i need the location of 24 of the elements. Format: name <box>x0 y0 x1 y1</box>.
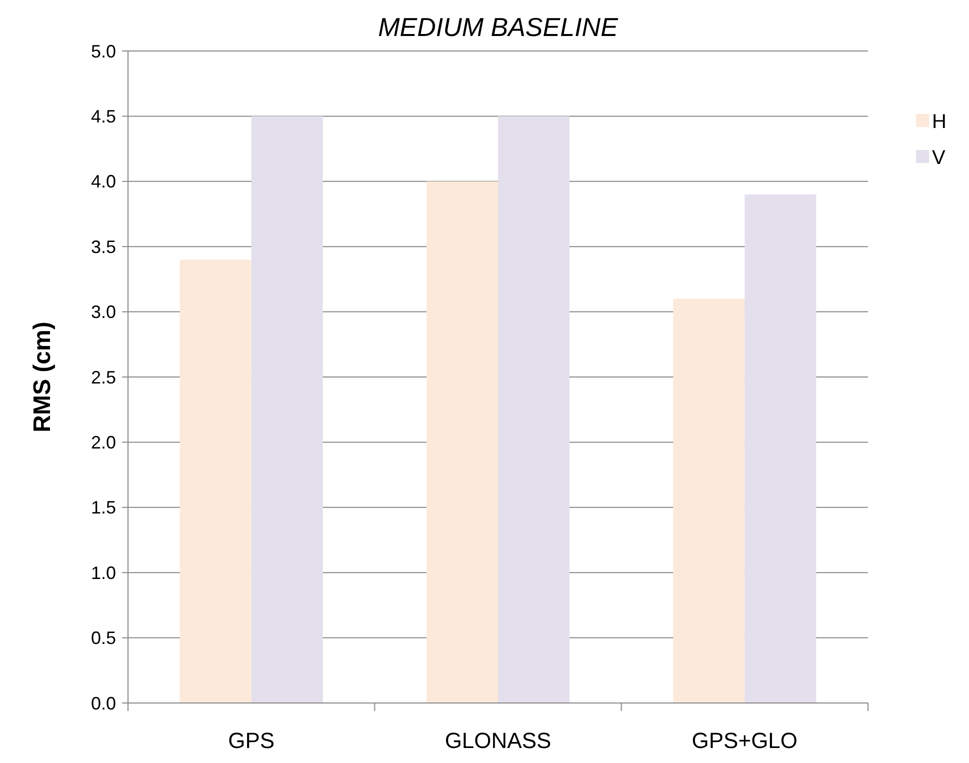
y-tick-label: 5.0 <box>90 41 116 62</box>
chart-title: MEDIUM BASELINE <box>378 12 619 42</box>
y-tick-label: 3.5 <box>90 236 116 257</box>
legend-label: V <box>932 147 946 169</box>
bar <box>180 260 252 703</box>
x-tick-label: GPS <box>228 728 275 753</box>
bar <box>498 116 570 703</box>
y-tick-label: 4.5 <box>90 106 116 126</box>
legend-label: H <box>932 111 946 133</box>
x-tick-label: GLONASS <box>444 728 552 753</box>
y-tick-label: 1.0 <box>90 562 116 583</box>
x-tick-label: GPS+GLO <box>692 728 798 753</box>
y-tick-label: 0.5 <box>90 628 116 648</box>
y-tick-label: 2.5 <box>90 367 116 388</box>
bar <box>251 116 323 703</box>
y-tick-label: 2.0 <box>90 432 116 452</box>
bar <box>744 194 816 703</box>
y-tick-label: 3.0 <box>90 302 116 322</box>
bar <box>426 181 498 703</box>
y-tick-label: 0.0 <box>90 693 116 714</box>
y-axis-title: RMS (cm) <box>29 322 56 432</box>
y-tick-label: 4.0 <box>90 172 116 192</box>
bar <box>673 298 745 703</box>
y-tick-label: 1.5 <box>90 498 116 518</box>
